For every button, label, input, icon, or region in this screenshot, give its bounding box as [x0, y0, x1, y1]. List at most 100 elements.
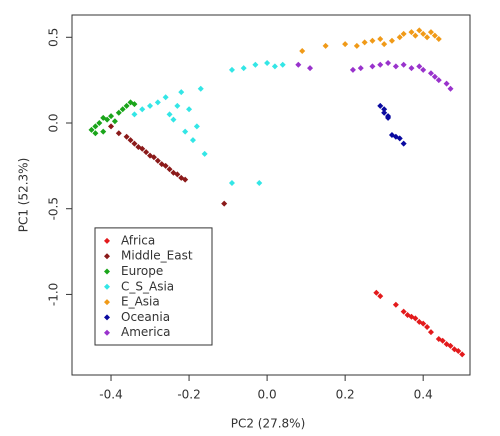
point [381, 106, 388, 113]
legend-marker [104, 314, 110, 321]
point [353, 42, 360, 49]
point [431, 32, 438, 39]
point [166, 166, 173, 173]
y-tick-label: -1.0 [47, 283, 61, 306]
point [131, 111, 138, 118]
point [392, 63, 399, 70]
point [100, 114, 107, 121]
y-tick-label: 0.5 [47, 28, 61, 47]
point [420, 320, 427, 327]
legend-box [94, 227, 213, 346]
legend-label: Africa [121, 233, 155, 247]
point [377, 61, 384, 68]
point [170, 116, 177, 123]
point [400, 61, 407, 68]
x-axis-label: PC2 (27.8%) [231, 417, 306, 431]
point [111, 118, 118, 125]
legend-label: E_Asia [121, 295, 160, 309]
point [139, 106, 146, 113]
point [115, 109, 122, 116]
point [377, 293, 384, 300]
point [369, 37, 376, 44]
point [342, 41, 349, 48]
point [361, 39, 368, 46]
point [150, 154, 157, 161]
point [377, 36, 384, 42]
point [221, 200, 228, 207]
point [162, 94, 169, 101]
point [295, 61, 302, 68]
legend-marker [104, 268, 110, 275]
point [455, 348, 462, 354]
point [182, 128, 189, 135]
point [307, 65, 314, 72]
point [400, 140, 407, 147]
point [182, 176, 189, 183]
point [396, 34, 403, 41]
point [139, 145, 146, 152]
point [174, 102, 181, 109]
point [123, 133, 130, 140]
point [447, 85, 454, 92]
point [416, 63, 423, 70]
point [186, 106, 193, 113]
legend-label: Europe [121, 264, 163, 278]
point [264, 60, 271, 66]
point [427, 70, 434, 77]
point [119, 106, 126, 113]
point [381, 41, 388, 48]
legend-marker [104, 283, 110, 290]
point [322, 42, 329, 49]
point [439, 337, 446, 344]
legend-marker [104, 253, 110, 260]
point [178, 89, 185, 96]
point [228, 180, 235, 186]
x-tick-label: -0.4 [99, 388, 122, 402]
point [373, 289, 380, 296]
point [392, 301, 399, 308]
point [166, 111, 173, 118]
point [400, 30, 407, 37]
x-tick-label: -0.2 [177, 388, 200, 402]
point [420, 30, 427, 37]
y-tick-label: -0.5 [47, 197, 61, 220]
point [424, 324, 431, 330]
point [271, 63, 278, 70]
point [412, 32, 419, 39]
point [123, 102, 130, 109]
legend-marker [104, 237, 110, 244]
point [443, 80, 450, 87]
point [427, 329, 434, 336]
point [408, 65, 415, 72]
point [108, 123, 115, 130]
point [385, 114, 392, 121]
point [131, 140, 138, 147]
point [279, 61, 286, 68]
point [396, 135, 403, 142]
point [174, 171, 181, 178]
point [385, 60, 392, 66]
point [412, 315, 419, 322]
point [189, 137, 196, 144]
plot-frame [71, 14, 471, 376]
point [193, 123, 200, 130]
point [127, 137, 134, 144]
point [252, 61, 259, 68]
point [459, 351, 466, 358]
point [427, 29, 434, 36]
point [447, 342, 454, 349]
point [388, 37, 395, 44]
point [416, 27, 423, 34]
point [435, 77, 442, 84]
point [431, 73, 438, 80]
point [381, 109, 388, 116]
point [400, 308, 407, 315]
legend-label: C_S_Asia [121, 279, 174, 293]
point [424, 34, 431, 41]
y-tick-label: 0.0 [47, 113, 61, 132]
point [92, 123, 99, 130]
point [420, 66, 427, 73]
point [435, 36, 442, 42]
